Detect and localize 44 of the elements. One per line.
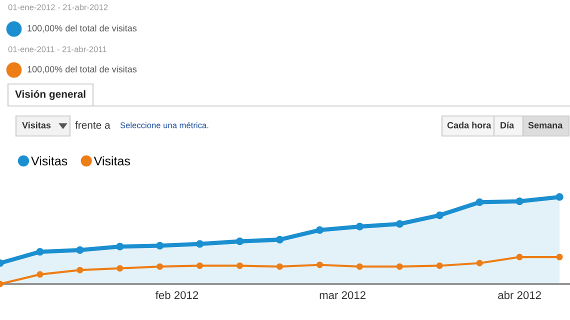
point: [76, 246, 84, 254]
text: 100,00% del total de visitas: [28, 24, 137, 32]
point: [116, 242, 124, 250]
point: [356, 263, 363, 270]
point: [236, 262, 244, 269]
text: Visión general: [15, 90, 86, 100]
point: [156, 242, 164, 250]
text: 01-ene-2011 - 21-abr-2011: [8, 46, 106, 52]
text: 01-ene-2012 - 21-abr-2012: [8, 4, 108, 10]
point: [116, 265, 124, 272]
text: Semana: [528, 122, 563, 128]
point: [196, 240, 204, 248]
point: [356, 222, 364, 230]
point: [476, 260, 483, 266]
text: Cada hora: [447, 122, 492, 128]
point: [316, 262, 323, 268]
point: [276, 236, 284, 244]
point: [316, 226, 324, 234]
text: Seleccione una métrica.: [120, 122, 208, 128]
point: [436, 211, 444, 220]
point: [556, 193, 564, 201]
point: [236, 238, 244, 246]
point: [436, 262, 443, 269]
x-tick-label: mar 2012: [320, 291, 366, 300]
point: [36, 248, 44, 256]
point: [516, 254, 523, 260]
text: frente a: [75, 121, 110, 129]
legend-label: Visitas: [31, 156, 68, 166]
point: [396, 220, 404, 228]
x-tick-label: feb 2012: [156, 290, 198, 300]
point: [196, 262, 204, 269]
point: [476, 198, 484, 206]
point: [156, 263, 164, 270]
point: [36, 271, 44, 278]
text: 100,00% del total de visitas: [28, 66, 137, 74]
point: [76, 266, 84, 274]
point: [516, 198, 524, 206]
text: Día: [500, 122, 514, 128]
text: Visitas: [22, 122, 51, 128]
point: [276, 263, 284, 270]
x-tick-label: abr 2012: [498, 290, 541, 300]
point: [396, 263, 403, 270]
legend-label: Visitas: [94, 156, 130, 166]
point: [556, 254, 563, 260]
